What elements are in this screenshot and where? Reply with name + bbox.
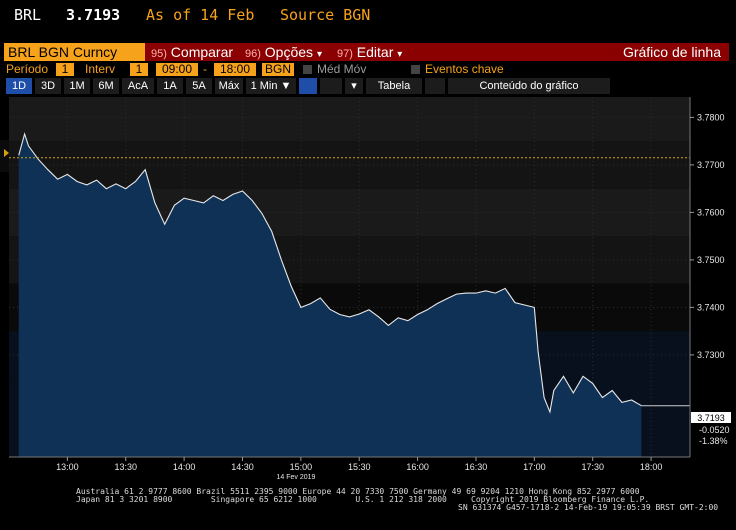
last-price: 3.7193 xyxy=(66,6,121,24)
footer-session-info: SN 631374 G457-1718-2 14-Feb-19 19:05:39… xyxy=(458,503,719,512)
range-tab-ytd[interactable]: AcA xyxy=(122,78,154,94)
chevron-down-icon[interactable]: ▾ xyxy=(345,78,363,94)
y-tick-label: 3.7800 xyxy=(697,112,725,122)
edit-button[interactable]: 97) Editar ▾ xyxy=(337,44,402,60)
x-tick-label: 13:30 xyxy=(114,462,137,472)
range-tab-1m[interactable]: 1M xyxy=(64,78,90,94)
compare-button[interactable]: 95) Comparar xyxy=(151,44,233,60)
interval-label: Interv xyxy=(85,62,116,76)
moving-average-checkbox[interactable] xyxy=(303,65,312,74)
change-label: -0.0520 xyxy=(699,425,730,435)
range-tab-max[interactable]: Máx xyxy=(215,78,243,94)
y-tick-label: 3.7300 xyxy=(697,350,725,360)
compare-button-label: Comparar xyxy=(170,44,234,60)
y-tick-label: 3.7700 xyxy=(697,160,725,170)
options-button-label: Opções xyxy=(264,44,314,60)
last-value-label: 3.7193 xyxy=(697,413,725,423)
period-label: Período xyxy=(6,62,49,76)
chart-type-label[interactable]: Gráfico de linha xyxy=(622,44,721,60)
parameter-row: Período 1 Interv 1 09:00 - 18:00 BGN Méd… xyxy=(4,62,729,77)
color-swatch-button[interactable] xyxy=(299,78,317,94)
range-tab-1y[interactable]: 1A xyxy=(157,78,183,94)
price-line xyxy=(18,132,642,414)
security-header: BRL 3.7193 As of 14 Feb Source BGN xyxy=(0,0,736,30)
last-price-box: 3.7193 -0.0520 -1.38% xyxy=(691,412,731,446)
key-events-label: Eventos chave xyxy=(425,62,504,76)
y-tick-label: 3.7400 xyxy=(697,302,725,312)
footer-contacts-line2: Japan 81 3 3201 8900 Singapore 65 6212 1… xyxy=(76,495,447,504)
ticker: BRL xyxy=(14,6,42,24)
y-tick-label: 3.7500 xyxy=(697,255,725,265)
footer-contacts-line1: Australia 61 2 9777 8600 Brazil 5511 239… xyxy=(76,487,640,496)
table-button[interactable]: Tabela xyxy=(366,78,422,94)
price-area-fill xyxy=(18,134,642,457)
x-tick-label: 15:30 xyxy=(348,462,371,472)
spacer-button[interactable] xyxy=(425,78,445,94)
x-tick-label: 16:00 xyxy=(406,462,429,472)
range-tab-5y[interactable]: 5A xyxy=(186,78,212,94)
x-tick-label: 15:00 xyxy=(290,462,313,472)
range-toolbar: 1D 3D 1M 6M AcA 1A 5A Máx 1 Min ▼ ▾ Tabe… xyxy=(4,78,729,94)
key-events-checkbox[interactable] xyxy=(411,65,420,74)
period-input[interactable]: 1 xyxy=(56,63,74,76)
x-tick-label: 14:00 xyxy=(173,462,196,472)
chevron-down-icon: ▾ xyxy=(316,49,322,60)
end-time-input[interactable]: 18:00 xyxy=(214,63,256,76)
x-axis: 13:00 13:30 14:00 14:30 15:00 15:30 16:00 16:30… xyxy=(56,457,662,472)
edit-button-label: Editar xyxy=(356,44,394,60)
start-time-input[interactable]: 09:00 xyxy=(156,63,198,76)
price-chart[interactable]: 3.7800 3.7700 3.7600 3.7500 3.7400 3.7300 13:… xyxy=(0,95,736,487)
range-tab-6m[interactable]: 6M xyxy=(93,78,119,94)
time-dash: - xyxy=(203,62,207,76)
compare-button-number: 95) xyxy=(151,48,167,60)
x-tick-label: 17:00 xyxy=(523,462,546,472)
line-style-button[interactable] xyxy=(320,78,342,94)
price-source: Source BGN xyxy=(280,6,371,24)
x-tick-label: 16:30 xyxy=(465,462,488,472)
x-tick-label: 13:00 xyxy=(56,462,79,472)
x-tick-label: 18:00 xyxy=(640,462,663,472)
edit-button-number: 97) xyxy=(337,48,353,60)
change-pct-label: -1.38% xyxy=(699,436,728,446)
options-button[interactable]: 96) Opções ▾ xyxy=(245,44,322,60)
interval-select[interactable]: 1 Min ▼ xyxy=(246,78,296,94)
security-field[interactable]: BRL BGN Curncy xyxy=(4,43,145,61)
background-band xyxy=(9,97,690,142)
y-axis: 3.7800 3.7700 3.7600 3.7500 3.7400 3.7300 xyxy=(690,112,725,360)
range-tab-1d[interactable]: 1D xyxy=(6,78,32,94)
date-label: 14 Fev 2019 xyxy=(277,474,316,481)
x-tick-label: 17:30 xyxy=(581,462,604,472)
x-tick-label: 14:30 xyxy=(231,462,254,472)
source-input[interactable]: BGN xyxy=(262,63,294,76)
options-button-number: 96) xyxy=(245,48,261,60)
chevron-down-icon: ▾ xyxy=(397,49,403,60)
reference-line-marker-icon xyxy=(4,149,9,157)
footer-copyright: Copyright 2019 Bloomberg Finance L.P. xyxy=(471,495,650,504)
as-of-date: As of 14 Feb xyxy=(146,6,255,24)
chart-content-button[interactable]: Conteúdo do gráfico xyxy=(448,78,610,94)
interval-input[interactable]: 1 xyxy=(130,63,148,76)
moving-average-label: Méd Móv xyxy=(317,62,367,76)
y-tick-label: 3.7600 xyxy=(697,207,725,217)
range-tab-3d[interactable]: 3D xyxy=(35,78,61,94)
command-bar: BRL BGN Curncy 95) Comparar 96) Opções ▾… xyxy=(4,43,729,61)
